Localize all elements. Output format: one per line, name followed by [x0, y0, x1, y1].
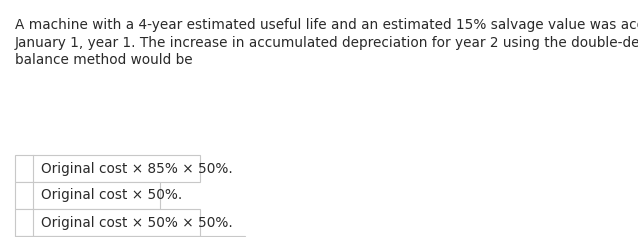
- Text: January 1, year 1. The increase in accumulated depreciation for year 2 using the: January 1, year 1. The increase in accum…: [15, 36, 638, 50]
- Text: Original cost × 85% × 50%.: Original cost × 85% × 50%.: [41, 161, 233, 176]
- Text: Original cost × 50%.: Original cost × 50%.: [41, 188, 182, 202]
- Bar: [15, 155, 200, 182]
- Bar: [15, 209, 200, 236]
- Text: balance method would be: balance method would be: [15, 53, 193, 67]
- Bar: [15, 236, 245, 237]
- Text: A machine with a 4-year estimated useful life and an estimated 15% salvage value: A machine with a 4-year estimated useful…: [15, 18, 638, 32]
- Bar: [15, 182, 160, 209]
- Text: Original cost × 50% × 50%.: Original cost × 50% × 50%.: [41, 215, 233, 229]
